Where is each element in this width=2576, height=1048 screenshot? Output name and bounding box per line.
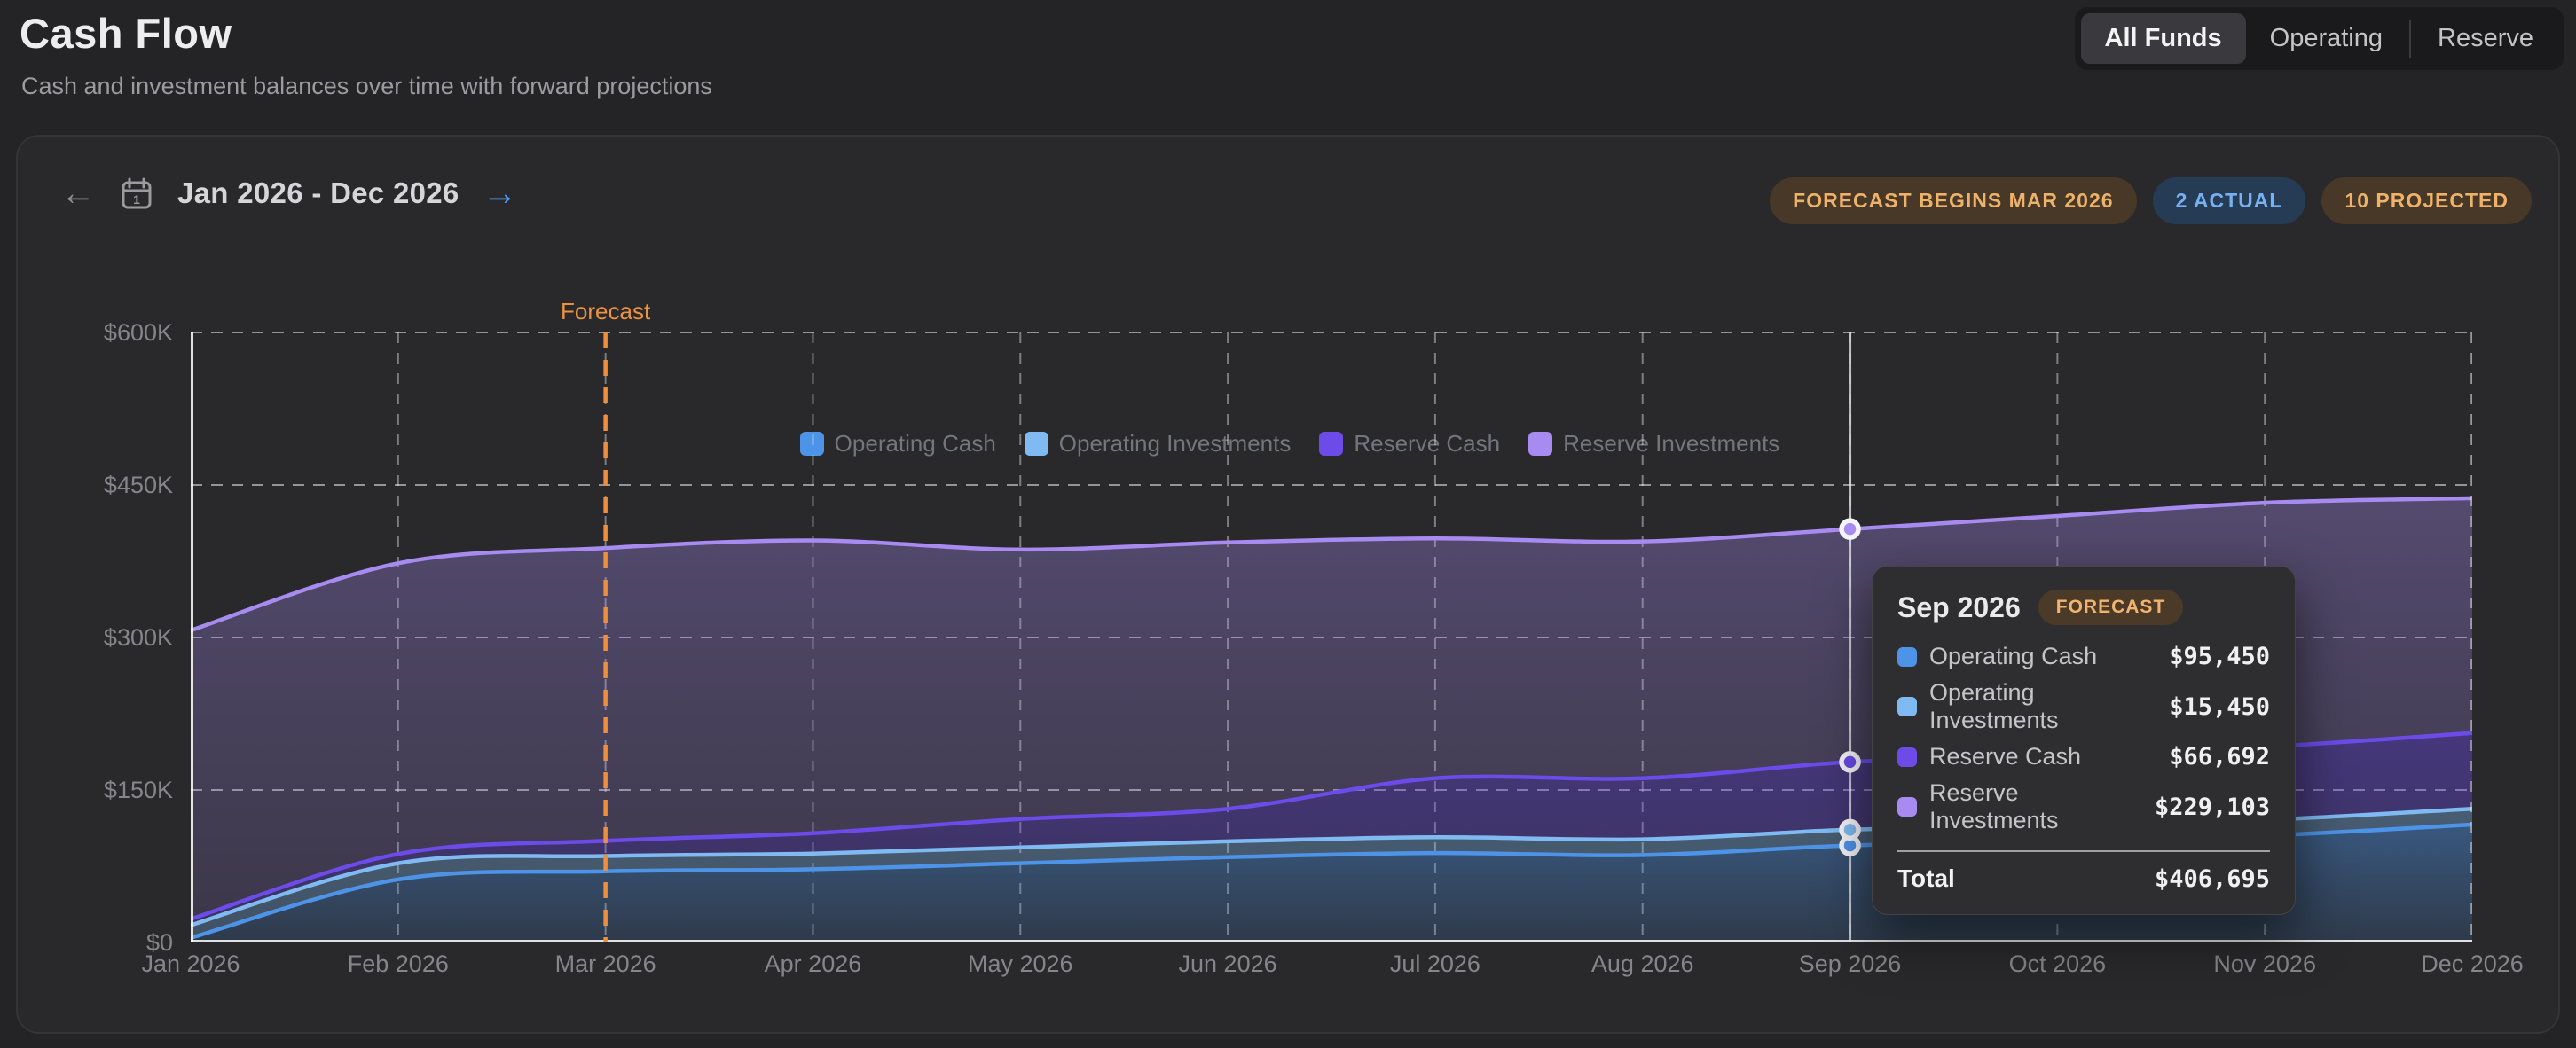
tooltip-series-value: $95,450 (2169, 643, 2270, 670)
x-axis-tick-label: Apr 2026 (764, 950, 862, 977)
page-title: Cash Flow (20, 10, 232, 57)
tooltip-divider (1897, 850, 2270, 852)
series-line-reserve-investments (191, 496, 2472, 633)
legend-label: Reserve Cash (1354, 430, 1501, 457)
x-axis-tick-label: Jun 2026 (1178, 950, 1277, 977)
legend-label: Operating Investments (1058, 430, 1292, 457)
legend-swatch-icon (799, 432, 824, 456)
x-axis-tick-label: Oct 2026 (2008, 950, 2107, 977)
tooltip-swatch-icon (1897, 797, 1917, 817)
chart-tooltip: Sep 2026 FORECAST Operating Cash $95,450 O… (1872, 566, 2296, 915)
tooltip-row: Reserve Cash $66,692 (1897, 743, 2270, 770)
forecast-line-label: Forecast (561, 298, 651, 325)
date-range-label: Jan 2026 - Dec 2026 (177, 176, 459, 209)
tooltip-series-label: Operating Cash (1929, 643, 2098, 669)
toggle-divider (2409, 20, 2411, 58)
tooltip-swatch-icon (1897, 747, 1917, 767)
fund-filter-option-all-funds[interactable]: All Funds (2080, 13, 2246, 64)
legend-swatch-icon (1024, 432, 1048, 456)
badge-forecast-begins-mar-2026: FORECAST BEGINS MAR 2026 (1770, 177, 2137, 224)
tooltip-total-row: Total $406,695 (1897, 864, 2270, 893)
status-badges: FORECAST BEGINS MAR 2026 2 ACTUAL 10 PROJE… (1770, 177, 2532, 224)
badge-10-projected: 10 PROJECTED (2321, 177, 2532, 224)
y-axis-tick-label: $450K (103, 472, 173, 498)
tooltip-series-label: Reserve Investments (1929, 779, 2059, 833)
tooltip-rows: Operating Cash $95,450 Operating Investmen… (1897, 643, 2270, 834)
x-axis-tick-label: Mar 2026 (554, 950, 656, 977)
y-axis-tick-label: $300K (103, 624, 173, 651)
x-axis-tick-label: Jan 2026 (141, 950, 240, 977)
y-axis-tick-label: $600K (103, 319, 173, 346)
hover-point-reserve-investments[interactable] (1839, 518, 1861, 540)
calendar-icon: 1 (122, 177, 152, 209)
hover-point-reserve-cash[interactable] (1839, 751, 1861, 773)
next-period-arrow-icon[interactable]: → (482, 174, 518, 213)
y-axis-tick-label: $150K (103, 777, 173, 803)
tooltip-forecast-badge: FORECAST (2038, 590, 2184, 625)
fund-filter-option-reserve[interactable]: Reserve (2438, 24, 2533, 52)
legend-item[interactable]: Operating Cash (799, 430, 996, 458)
tooltip-month-title: Sep 2026 (1897, 590, 2021, 623)
badge-2-actual: 2 ACTUAL (2152, 177, 2306, 224)
legend-item[interactable]: Reserve Investments (1528, 430, 1779, 458)
legend-item[interactable]: Reserve Cash (1319, 430, 1500, 458)
legend-item[interactable]: Operating Investments (1024, 430, 1292, 458)
tooltip-series-value: $15,450 (2169, 692, 2270, 721)
tooltip-row: Operating Investments $15,450 (1897, 679, 2270, 734)
page-subtitle: Cash and investment balances over time w… (21, 73, 712, 99)
x-axis-tick-label: Jul 2026 (1389, 950, 1480, 977)
tooltip-swatch-icon (1897, 697, 1917, 716)
tooltip-series-value: $229,103 (2154, 793, 2270, 821)
tooltip-total-label: Total (1897, 864, 1955, 892)
fund-filter-option-operating[interactable]: Operating (2269, 24, 2383, 52)
date-range-navigator: ← 1 Jan 2026 - Dec 2026 → (60, 176, 518, 211)
x-axis-tick-label: Dec 2026 (2421, 950, 2524, 977)
x-axis-tick-label: Aug 2026 (1590, 950, 1694, 977)
tooltip-row: Reserve Investments $229,103 (1897, 779, 2270, 834)
legend-swatch-icon (1319, 432, 1344, 456)
tooltip-row: Operating Cash $95,450 (1897, 643, 2270, 670)
tooltip-total-value: $406,695 (2154, 864, 2270, 893)
x-axis-tick-label: May 2026 (967, 950, 1073, 977)
tooltip-series-label: Reserve Cash (1929, 743, 2082, 770)
legend-label: Operating Cash (834, 430, 996, 457)
hover-point-operating-investments[interactable] (1839, 818, 1861, 841)
svg-text:1: 1 (133, 192, 140, 207)
x-axis-tick-label: Nov 2026 (2213, 950, 2316, 977)
tooltip-series-value: $66,692 (2169, 743, 2270, 770)
legend-swatch-icon (1528, 432, 1553, 456)
previous-period-arrow-icon[interactable]: ← (60, 174, 96, 213)
tooltip-series-label: Operating Investments (1929, 679, 2059, 733)
fund-filter-toggle: All Funds Operating Reserve (2074, 7, 2564, 70)
y-axis-tick-label: $0 (145, 929, 173, 956)
tooltip-swatch-icon (1897, 646, 1917, 667)
x-axis-tick-label: Sep 2026 (1798, 950, 1902, 977)
chart-legend: Operating Cash Operating Investments Reser… (18, 430, 2562, 458)
x-axis-tick-label: Feb 2026 (347, 950, 449, 977)
legend-label: Reserve Investments (1563, 430, 1780, 457)
